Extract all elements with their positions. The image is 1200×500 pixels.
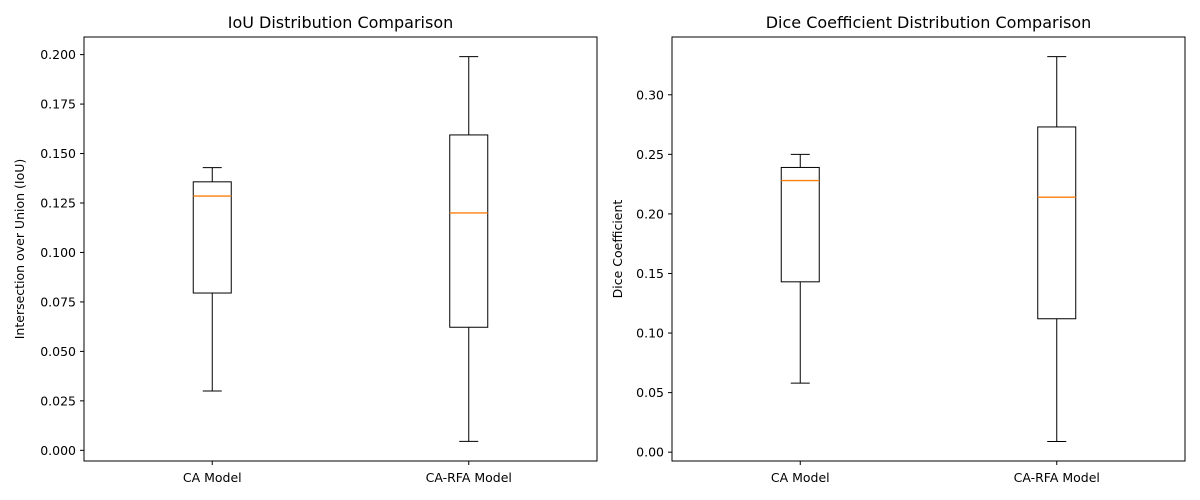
x-tick-label: CA-RFA Model xyxy=(1014,470,1100,485)
y-axis-label: Dice Coefficient xyxy=(610,200,625,299)
y-axis-label: Intersection over Union (IoU) xyxy=(12,159,27,340)
y-tick-label: 0.000 xyxy=(40,443,76,458)
y-tick-label: 0.175 xyxy=(40,97,76,112)
y-tick-label: 0.00 xyxy=(636,445,664,460)
y-tick-label: 0.15 xyxy=(636,266,664,281)
iqr-box xyxy=(449,134,489,328)
y-tick-label: 0.075 xyxy=(40,294,76,309)
y-tick-label: 0.25 xyxy=(636,147,664,162)
axes-frame xyxy=(83,36,598,462)
dice-boxplot-panel: Dice Coefficient Distribution Comparison… xyxy=(610,13,1186,485)
y-tick-label: 0.10 xyxy=(636,326,664,341)
y-tick-label: 0.20 xyxy=(636,206,664,221)
x-tick-label: CA Model xyxy=(771,470,830,485)
box-ca-rfa-model xyxy=(1037,56,1077,442)
axes-frame xyxy=(671,36,1186,462)
y-tick-label: 0.100 xyxy=(40,245,76,260)
iou-boxplot-panel: IoU Distribution Comparison Intersection… xyxy=(12,13,598,485)
box-ca-model xyxy=(780,153,820,384)
y-tick-label: 0.125 xyxy=(40,195,76,210)
y-tick-label: 0.150 xyxy=(40,146,76,161)
chart-title: Dice Coefficient Distribution Comparison xyxy=(766,13,1092,32)
chart-title: IoU Distribution Comparison xyxy=(228,13,454,32)
y-tick-label: 0.05 xyxy=(636,385,664,400)
y-tick-label: 0.050 xyxy=(40,344,76,359)
x-tick-label: CA-RFA Model xyxy=(426,470,512,485)
y-tick-label: 0.200 xyxy=(40,47,76,62)
iqr-box xyxy=(1037,126,1077,320)
iqr-box xyxy=(192,181,232,294)
box-ca-rfa-model xyxy=(449,56,489,442)
y-tick-label: 0.025 xyxy=(40,393,76,408)
y-tick-label: 0.30 xyxy=(636,87,664,102)
box-ca-model xyxy=(192,167,232,392)
x-tick-label: CA Model xyxy=(183,470,242,485)
iqr-box xyxy=(780,166,820,283)
